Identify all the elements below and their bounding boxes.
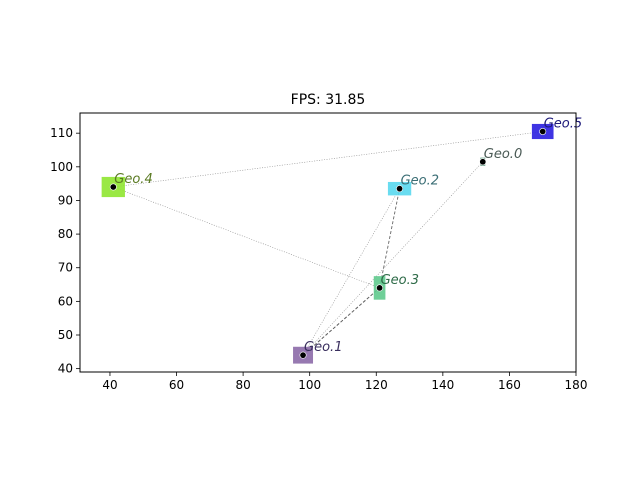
label-geo-1: Geo.1 bbox=[304, 340, 342, 355]
y-tick-label-70: 70 bbox=[58, 261, 73, 275]
label-geo-5: Geo.5 bbox=[544, 117, 582, 132]
point-geo-4 bbox=[109, 183, 117, 191]
x-tick-label-80: 80 bbox=[235, 378, 250, 392]
x-tick-label-140: 140 bbox=[431, 378, 454, 392]
x-tick-label-160: 160 bbox=[498, 378, 521, 392]
edge-geo-1-geo-2-3 bbox=[302, 188, 400, 356]
y-tick-label-40: 40 bbox=[58, 362, 73, 376]
point-geo-5 bbox=[539, 128, 547, 136]
edge-geo-1-geo-0-2 bbox=[302, 161, 484, 356]
x-tick-label-120: 120 bbox=[365, 378, 388, 392]
y-tick-label-110: 110 bbox=[50, 126, 73, 140]
label-geo-0: Geo.0 bbox=[484, 147, 522, 162]
plot-frame bbox=[79, 112, 577, 373]
x-tick-label-100: 100 bbox=[298, 378, 321, 392]
edges-layer bbox=[113, 131, 543, 356]
y-axis: 40 50 60 70 80 90 100 110 bbox=[50, 126, 80, 376]
x-axis: 40 60 80 100 120 140 160 180 bbox=[102, 372, 587, 392]
label-geo-3: Geo.3 bbox=[381, 273, 419, 288]
edge-geo-3-geo-2-4 bbox=[379, 188, 401, 288]
y-tick-label-90: 90 bbox=[58, 193, 73, 207]
chart-title: FPS: 31.85 bbox=[291, 92, 366, 108]
x-tick-label-60: 60 bbox=[169, 378, 184, 392]
point-geo-2 bbox=[396, 185, 404, 193]
point-geo-0 bbox=[479, 158, 487, 166]
label-geo-2: Geo.2 bbox=[401, 174, 439, 189]
y-tick-label-50: 50 bbox=[58, 328, 73, 342]
point-geo-3 bbox=[376, 284, 384, 292]
y-tick-label-60: 60 bbox=[58, 294, 73, 308]
y-tick-label-100: 100 bbox=[50, 160, 73, 174]
x-tick-label-40: 40 bbox=[102, 378, 117, 392]
point-geo-1 bbox=[299, 351, 307, 359]
edge-geo-4-geo-5-0 bbox=[113, 131, 543, 188]
points-layer bbox=[109, 128, 547, 359]
y-tick-label-80: 80 bbox=[58, 227, 73, 241]
labels-layer: Geo.0 Geo.1 Geo.2 Geo.3 Geo.4 Geo.5 bbox=[114, 117, 582, 356]
edge-geo-1-geo-3-6 bbox=[302, 287, 380, 356]
x-tick-label-180: 180 bbox=[565, 378, 588, 392]
label-geo-4: Geo.4 bbox=[114, 172, 152, 187]
